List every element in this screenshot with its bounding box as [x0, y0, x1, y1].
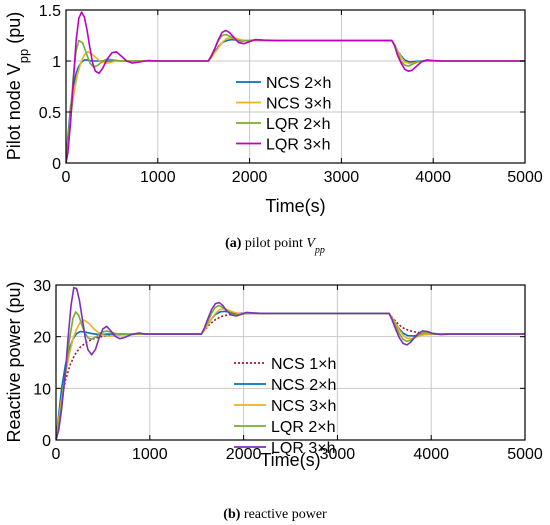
legend-entry: LQR 3×h	[271, 440, 335, 457]
legend-entry: LQR 3×h	[266, 137, 330, 154]
x-tick-label: 0	[62, 169, 71, 186]
y-tick-label: 0	[42, 433, 51, 450]
y-tick-label: 30	[33, 278, 51, 295]
y-tick-label: 20	[33, 330, 51, 347]
plot-frame	[55, 284, 526, 441]
x-axis-label: Time(s)	[260, 450, 320, 470]
y-tick-label: 0	[52, 156, 61, 173]
figure-caption: (b) reactive power	[223, 507, 327, 522]
plot-frame	[65, 9, 526, 164]
plot-area	[66, 10, 525, 163]
x-tick-label: 4000	[415, 169, 451, 186]
x-tick-label: 3000	[324, 169, 360, 186]
x-tick-label: 0	[52, 446, 61, 463]
y-axis-label: Reactive power (pu)	[4, 281, 24, 442]
legend: NCS 2×h NCS 3×h LQR 2×h LQR 3×h	[236, 75, 331, 154]
series-line-ncs-3-h	[56, 307, 525, 440]
x-tick-label: 4000	[413, 446, 449, 463]
legend-entry: NCS 2×h	[266, 75, 331, 92]
series-line-lqr-3-h	[56, 286, 525, 440]
x-tick-label: 1000	[140, 169, 176, 186]
y-tick-label: 0.5	[39, 105, 61, 122]
series-line-ncs-3-h	[66, 36, 525, 163]
x-tick-label: 2000	[226, 446, 262, 463]
y-tick-label: 1.5	[39, 3, 61, 20]
series-line-lqr-3-h	[66, 11, 525, 163]
chart-b: 0 1000 2000 3000 4000 5000 0 10 20 30 Reactive pow…	[4, 278, 543, 522]
y-tick-label: 10	[33, 381, 51, 398]
y-tick-label: 1	[52, 54, 61, 71]
legend-entry: LQR 2×h	[271, 419, 335, 436]
series-group	[56, 286, 525, 440]
legend-entry: NCS 1×h	[271, 356, 336, 373]
x-tick-label: 3000	[320, 446, 356, 463]
legend-entry: LQR 2×h	[266, 116, 330, 133]
legend-entry: NCS 3×h	[266, 96, 331, 113]
legend: NCS 1×h NCS 2×h NCS 3×h LQR 2×h LQR 3×h	[234, 356, 336, 457]
series-line-lqr-2-h	[56, 304, 525, 440]
x-tick-label: 2000	[232, 169, 268, 186]
legend-entry: NCS 2×h	[271, 377, 336, 394]
plot-area	[56, 285, 525, 440]
x-tick-label: 5000	[507, 446, 543, 463]
y-axis-label: Pilot node Vpp (pu)	[4, 12, 31, 161]
chart-a: 0 1000 2000 3000 4000 5000 0 0.5 1 1.5 Pilot node …	[4, 3, 543, 256]
figure-caption: (a) pilot point Vpp	[225, 236, 325, 256]
series-group	[66, 11, 525, 163]
series-line-ncs-1-h	[56, 312, 525, 440]
x-tick-label: 5000	[507, 169, 543, 186]
x-axis-label: Time(s)	[265, 196, 325, 216]
legend-entry: NCS 3×h	[271, 398, 336, 415]
x-tick-label: 1000	[132, 446, 168, 463]
